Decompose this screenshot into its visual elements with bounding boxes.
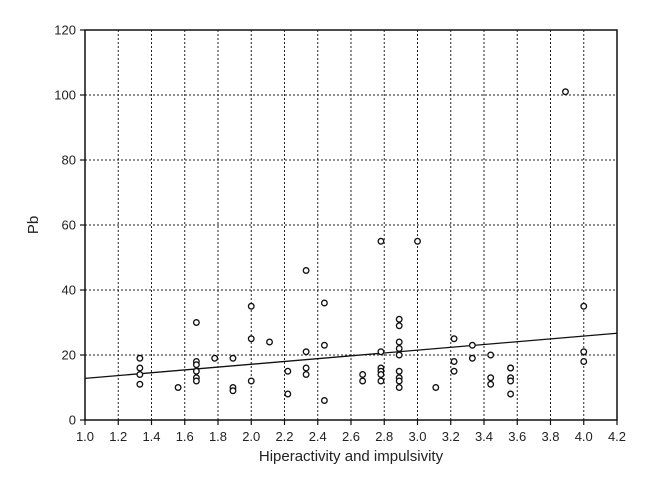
y-tick-label: 80 xyxy=(62,153,76,168)
data-point xyxy=(395,345,403,352)
data-point xyxy=(302,364,310,372)
y-axis-ticks: 0 20 40 60 80 100 120 xyxy=(54,23,85,428)
data-point xyxy=(229,354,237,362)
x-axis-ticks: 1.0 1.2 1.4 1.6 1.8 2.0 2.2 2.4 2.6 2.8 3.0 3.2 3.4 3… xyxy=(76,420,626,444)
y-tick-label: 20 xyxy=(62,348,76,363)
data-point xyxy=(136,354,144,362)
data-point xyxy=(395,351,403,359)
data-points xyxy=(136,88,588,404)
data-point xyxy=(284,390,292,398)
x-tick-label: 2.2 xyxy=(275,429,293,444)
regression-line xyxy=(84,332,618,380)
x-tick-label: 2.0 xyxy=(242,429,260,444)
data-point xyxy=(395,322,403,330)
data-point xyxy=(487,374,495,382)
data-point xyxy=(192,377,200,385)
data-point xyxy=(507,364,515,372)
gridlines xyxy=(85,30,617,420)
data-point xyxy=(395,384,403,391)
data-point xyxy=(377,348,385,356)
x-tick-label: 4.2 xyxy=(608,429,626,444)
data-point xyxy=(192,361,200,369)
y-tick-label: 0 xyxy=(69,413,76,428)
data-point xyxy=(377,371,385,378)
x-tick-label: 1.8 xyxy=(209,429,227,444)
data-point xyxy=(211,354,219,362)
data-point xyxy=(507,377,515,385)
data-point xyxy=(414,237,421,245)
data-point xyxy=(302,348,310,356)
data-point xyxy=(395,315,403,323)
x-tick-label: 3.8 xyxy=(541,429,559,444)
data-point xyxy=(395,377,403,385)
data-point xyxy=(247,377,255,385)
data-point xyxy=(320,341,328,349)
data-point xyxy=(395,338,403,346)
x-tick-label: 3.2 xyxy=(442,429,460,444)
y-tick-label: 40 xyxy=(62,283,76,298)
x-tick-label: 3.0 xyxy=(408,429,426,444)
data-point xyxy=(377,237,385,245)
data-point xyxy=(192,319,200,326)
data-point xyxy=(507,390,515,398)
data-point xyxy=(174,384,182,391)
data-point xyxy=(432,384,440,391)
y-axis-title: Pb xyxy=(25,216,42,234)
data-point xyxy=(450,358,458,365)
data-point xyxy=(359,371,367,378)
data-point xyxy=(468,341,476,349)
y-tick-label: 100 xyxy=(54,88,76,103)
data-point xyxy=(320,299,328,307)
x-tick-label: 2.4 xyxy=(309,429,327,444)
x-tick-label: 3.4 xyxy=(475,429,493,444)
data-point xyxy=(580,302,588,310)
data-point xyxy=(395,367,403,375)
data-point xyxy=(562,88,569,96)
x-axis-title: Hiperactivity and impulsivity xyxy=(259,448,444,465)
data-point xyxy=(136,380,144,388)
data-point xyxy=(468,354,476,362)
data-point xyxy=(302,267,310,274)
data-point xyxy=(450,367,458,375)
data-point xyxy=(359,377,367,385)
data-point xyxy=(247,335,255,343)
data-point xyxy=(580,358,588,365)
x-tick-label: 1.4 xyxy=(142,429,160,444)
data-point xyxy=(580,348,588,356)
data-point xyxy=(284,367,292,375)
x-tick-label: 4.0 xyxy=(575,429,593,444)
data-point xyxy=(320,397,328,404)
x-tick-label: 1.0 xyxy=(76,429,94,444)
data-point xyxy=(136,364,144,372)
data-point xyxy=(302,371,310,378)
y-tick-label: 60 xyxy=(62,218,76,233)
y-tick-label: 120 xyxy=(54,23,76,38)
data-point xyxy=(247,302,255,310)
x-tick-label: 3.6 xyxy=(508,429,526,444)
data-point xyxy=(266,338,273,346)
data-point xyxy=(136,371,144,378)
x-tick-label: 2.6 xyxy=(342,429,360,444)
trendline-layer xyxy=(84,332,618,380)
x-tick-label: 1.6 xyxy=(176,429,194,444)
data-point xyxy=(377,377,385,385)
data-point xyxy=(487,351,495,359)
data-point xyxy=(450,335,458,343)
x-tick-label: 1.2 xyxy=(109,429,127,444)
data-point xyxy=(229,387,237,395)
data-point xyxy=(192,367,200,375)
data-point xyxy=(487,380,495,388)
x-tick-label: 2.8 xyxy=(375,429,393,444)
